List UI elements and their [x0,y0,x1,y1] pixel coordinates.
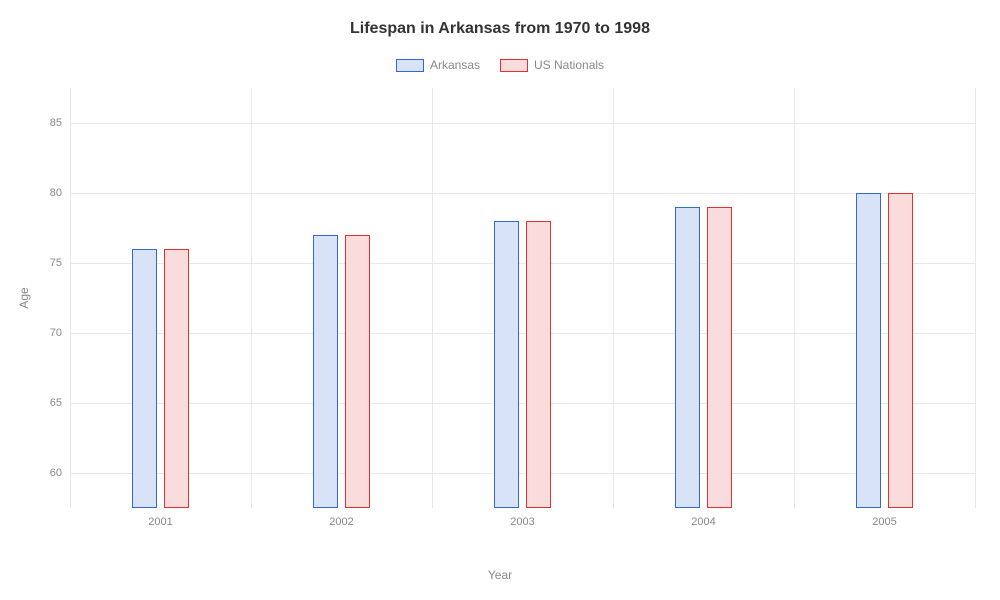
bar-arkansas-2004 [675,207,700,508]
chart-title: Lifespan in Arkansas from 1970 to 1998 [0,20,1000,38]
legend-item-us-nationals: US Nationals [500,58,604,72]
chart-legend: Arkansas US Nationals [0,58,1000,77]
y-tick-label: 60 [50,467,62,479]
x-tick-label: 2002 [329,516,353,528]
gridline-h [70,403,975,404]
legend-swatch [396,59,424,72]
bar-us-nationals-2002 [345,235,370,508]
x-tick-label: 2001 [148,516,172,528]
legend-label: US Nationals [534,58,604,72]
gridline-v [975,88,976,508]
y-tick-label: 70 [50,327,62,339]
bar-us-nationals-2003 [526,221,551,508]
gridline-v [432,88,433,508]
bar-arkansas-2002 [313,235,338,508]
gridline-v [794,88,795,508]
bar-us-nationals-2001 [164,249,189,508]
bar-arkansas-2003 [494,221,519,508]
gridline-h [70,473,975,474]
gridline-h [70,333,975,334]
legend-swatch [500,59,528,72]
y-tick-label: 75 [50,257,62,269]
y-tick-label: 85 [50,117,62,129]
bar-us-nationals-2005 [888,193,913,508]
bar-us-nationals-2004 [707,207,732,508]
gridline-h [70,193,975,194]
gridline-h [70,263,975,264]
x-tick-label: 2004 [691,516,715,528]
gridline-v [70,88,71,508]
gridline-v [251,88,252,508]
y-axis-label: Age [17,287,31,308]
y-tick-label: 80 [50,187,62,199]
y-tick-label: 65 [50,397,62,409]
x-tick-label: 2003 [510,516,534,528]
x-axis-label: Year [0,568,1000,582]
bar-arkansas-2005 [856,193,881,508]
bar-arkansas-2001 [132,249,157,508]
legend-label: Arkansas [430,58,480,72]
gridline-h [70,123,975,124]
plot-area: 60657075808520012002200320042005 [70,88,975,508]
lifespan-bar-chart: Lifespan in Arkansas from 1970 to 1998 A… [0,0,1000,600]
x-tick-label: 2005 [872,516,896,528]
gridline-v [613,88,614,508]
legend-item-arkansas: Arkansas [396,58,480,72]
